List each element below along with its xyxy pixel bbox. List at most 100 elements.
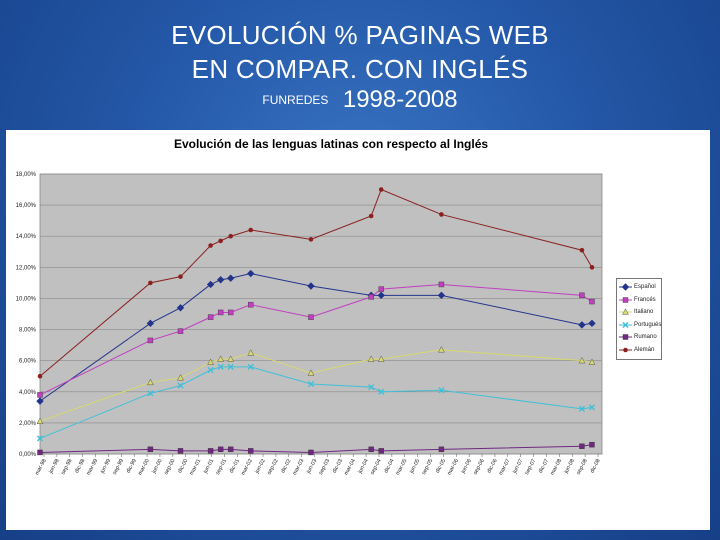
data-point-series-5 (378, 187, 384, 192)
x-tick-label: mar-07 (498, 458, 511, 476)
x-tick-label: mar-08 (550, 458, 563, 476)
data-point-series-3 (378, 388, 385, 395)
y-tick-label: 10,00% (16, 296, 37, 302)
x-tick-label: jun-03 (305, 458, 318, 475)
data-point-series-4 (589, 441, 595, 448)
data-point-series-5 (178, 274, 183, 279)
data-point-series-5 (248, 227, 254, 233)
data-point-series-2 (307, 369, 315, 376)
x-tick-label: mar-06 (447, 458, 460, 476)
data-point-series-1 (308, 314, 314, 320)
data-point-series-2 (247, 349, 255, 356)
x-tick-label: dic-98 (74, 458, 86, 474)
x-tick-label: sep-02 (266, 458, 279, 476)
data-point-series-0 (588, 319, 596, 328)
chart-title: Evolución de las lenguas latinas con res… (173, 137, 489, 151)
data-point-series-5 (589, 265, 595, 270)
y-tick-label: 12,00% (16, 265, 37, 271)
x-tick-label: sep-07 (524, 458, 537, 476)
x-tick-label: sep-01 (215, 458, 228, 476)
slide-subtitle: FUNREDES 1998-2008 (0, 86, 720, 114)
x-tick-label: sep-05 (421, 458, 434, 476)
legend-marker-icon (622, 321, 629, 328)
legend-item-4: Rumano (619, 333, 661, 343)
x-tick-label: dic-08 (589, 458, 601, 474)
slide-title-line-2: EN COMPAR. CON INGLÉS (191, 54, 529, 84)
x-tick-label: jun-04 (357, 458, 370, 475)
data-point-series-3 (227, 363, 234, 370)
data-point-series-2 (578, 356, 586, 364)
x-tick-label: sep-00 (163, 458, 176, 476)
slide-title-line-1: EVOLUCIÓN % PAGINAS WEB (171, 20, 549, 50)
data-point-series-1 (227, 309, 234, 316)
legend-marker-icon (621, 283, 630, 291)
data-point-series-3 (588, 404, 596, 411)
x-tick-label: jun-00 (151, 458, 164, 475)
legend-marker-icon (623, 347, 628, 352)
data-point-series-0 (216, 276, 225, 284)
x-tick-label: mar-02 (240, 458, 253, 476)
data-point-series-1 (37, 392, 43, 398)
data-point-series-0 (206, 280, 215, 289)
legend-item-5: Alemán (619, 346, 661, 356)
data-point-series-3 (247, 363, 254, 370)
legend-label: Italiano (634, 309, 654, 315)
data-point-series-2 (217, 355, 225, 362)
x-tick-label: dic-99 (126, 458, 138, 474)
legend-swatch-icon (619, 296, 632, 303)
data-point-series-5 (368, 213, 374, 219)
data-point-series-0 (247, 269, 255, 278)
x-tick-label: mar-00 (137, 458, 150, 476)
data-point-series-2 (377, 355, 385, 362)
legend-item-3: Portugués (619, 321, 661, 331)
x-tick-label: dic-07 (538, 458, 550, 474)
data-point-series-1 (579, 292, 585, 299)
data-point-series-0 (146, 319, 155, 328)
x-tick-label: jun-02 (254, 458, 267, 475)
data-point-series-3 (578, 405, 586, 412)
y-tick-label: 6,00% (19, 359, 37, 365)
data-point-series-0 (36, 397, 44, 405)
x-tick-label: jun-01 (202, 458, 215, 475)
x-tick-label: mar-04 (343, 458, 356, 476)
legend-swatch-icon (619, 308, 632, 315)
legend-swatch-icon (619, 334, 632, 340)
data-point-series-0 (437, 291, 446, 300)
data-point-series-2 (177, 374, 184, 381)
x-tick-label: jun-06 (460, 458, 473, 475)
x-tick-label: dic-00 (177, 458, 189, 474)
x-tick-label: sep-06 (473, 458, 486, 476)
x-tick-label: mar-05 (395, 458, 408, 476)
data-point-series-2 (367, 355, 375, 362)
x-tick-label: sep-99 (112, 458, 125, 476)
x-tick-label: mar-03 (292, 458, 305, 476)
x-tick-label: jun-07 (512, 458, 525, 475)
slide-title: EVOLUCIÓN % PAGINAS WEB EN COMPAR. CON I… (0, 18, 720, 86)
data-point-series-4 (368, 446, 374, 453)
data-point-series-3 (217, 363, 224, 370)
data-point-series-4 (37, 449, 43, 456)
legend-swatch-icon (619, 283, 632, 291)
x-tick-label: jun-08 (563, 458, 576, 475)
x-tick-label: jun-05 (408, 458, 421, 475)
data-point-series-5 (439, 212, 444, 217)
legend-swatch-icon (619, 347, 632, 352)
x-tick-label: dic-02 (280, 458, 292, 474)
data-point-series-2 (146, 378, 154, 386)
data-point-series-5 (218, 238, 223, 244)
data-point-series-4 (438, 446, 445, 453)
legend-item-1: Francés (619, 296, 661, 306)
data-point-series-4 (207, 448, 214, 454)
legend-item-0: Español (619, 283, 661, 293)
data-point-series-3 (36, 435, 44, 442)
data-point-series-0 (578, 321, 586, 329)
line-chart: 0,00% 2,00% 4,00% 6,00% 8,00% 10,00% 12,00% 14,… (16, 172, 603, 476)
data-point-series-1 (147, 337, 154, 344)
y-tick-label: 2,00% (19, 421, 37, 427)
legend-label: Español (634, 284, 656, 290)
legend-item-2: Italiano (619, 308, 661, 318)
data-point-series-1 (378, 286, 384, 292)
data-point-series-0 (176, 304, 185, 312)
y-tick-label: 16,00% (16, 203, 37, 209)
data-point-series-0 (307, 282, 315, 290)
